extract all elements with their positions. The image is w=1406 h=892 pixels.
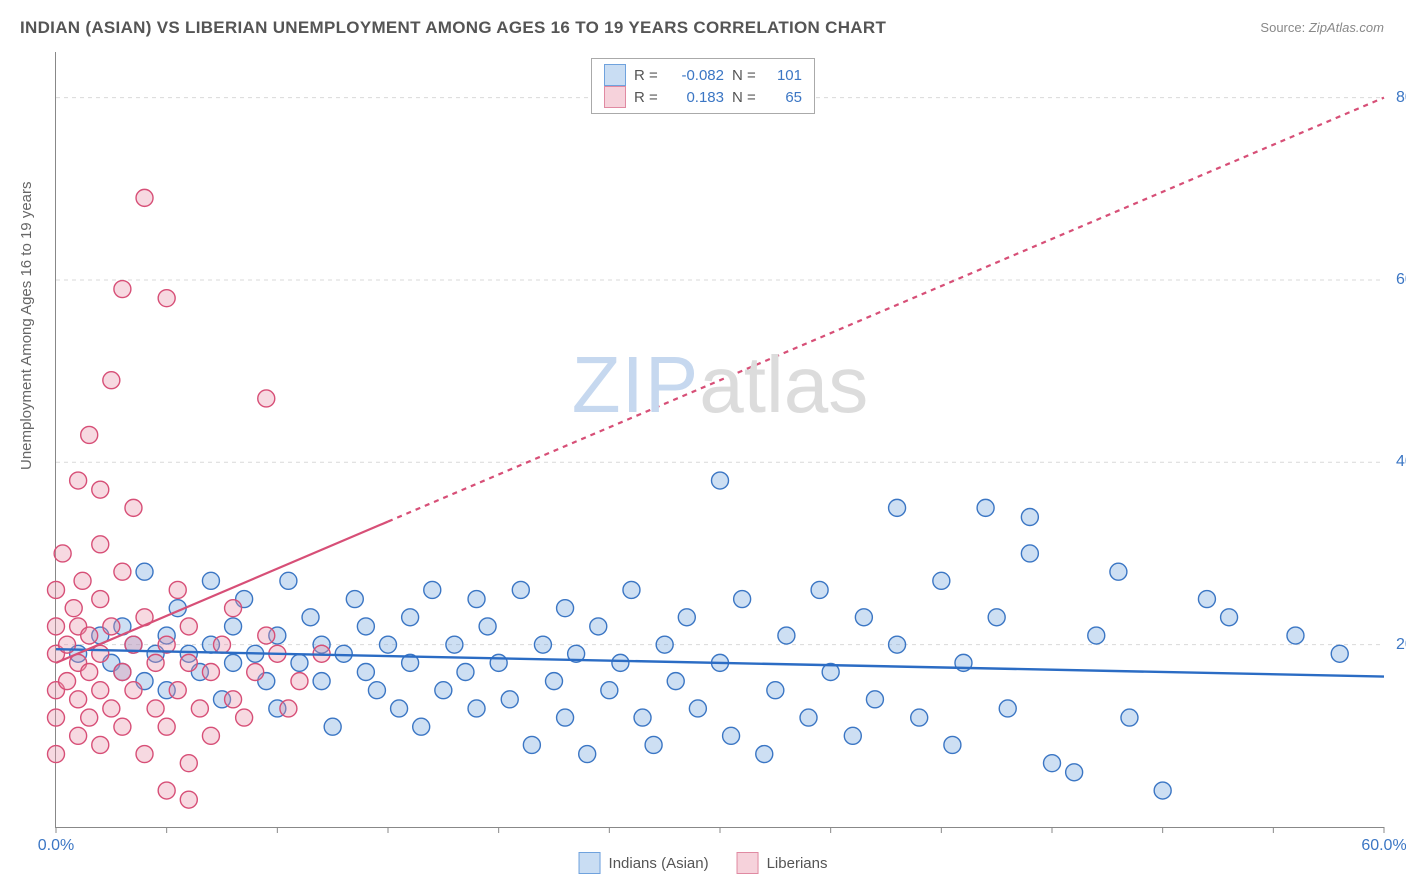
series-legend-item: Indians (Asian) xyxy=(579,852,709,874)
correlation-legend-row: R = -0.082 N = 101 xyxy=(604,64,802,86)
y-axis-label: Unemployment Among Ages 16 to 19 years xyxy=(18,181,35,470)
legend-n-label: N = xyxy=(732,65,758,86)
y-tick-label: 40.0% xyxy=(1388,453,1406,471)
plot-svg xyxy=(56,52,1384,827)
legend-r-value: -0.082 xyxy=(668,65,724,86)
legend-swatch-pink xyxy=(737,852,759,874)
legend-r-label: R = xyxy=(634,65,660,86)
plot-area: ZIPatlas 20.0%40.0%60.0%80.0%0.0%60.0% xyxy=(55,52,1384,828)
y-tick-label: 20.0% xyxy=(1388,636,1406,654)
series-legend: Indians (Asian) Liberians xyxy=(579,852,828,874)
source-label: Source: xyxy=(1260,20,1305,35)
chart-title: INDIAN (ASIAN) VS LIBERIAN UNEMPLOYMENT … xyxy=(20,18,886,38)
series-legend-item: Liberians xyxy=(737,852,828,874)
legend-n-label: N = xyxy=(732,87,758,108)
y-tick-label: 80.0% xyxy=(1388,89,1406,107)
x-tick-label: 60.0% xyxy=(1361,829,1406,855)
series-legend-label: Liberians xyxy=(767,855,828,872)
legend-swatch-blue xyxy=(604,64,626,86)
correlation-legend-row: R = 0.183 N = 65 xyxy=(604,86,802,108)
source-value: ZipAtlas.com xyxy=(1309,20,1384,35)
correlation-chart: INDIAN (ASIAN) VS LIBERIAN UNEMPLOYMENT … xyxy=(0,0,1406,892)
source-attribution: Source: ZipAtlas.com xyxy=(1260,20,1384,35)
x-tick-label: 0.0% xyxy=(38,829,74,855)
y-tick-label: 60.0% xyxy=(1388,271,1406,289)
legend-swatch-blue xyxy=(579,852,601,874)
correlation-legend: R = -0.082 N = 101 R = 0.183 N = 65 xyxy=(591,58,815,114)
series-legend-label: Indians (Asian) xyxy=(609,855,709,872)
legend-r-value: 0.183 xyxy=(668,87,724,108)
legend-r-label: R = xyxy=(634,87,660,108)
legend-n-value: 65 xyxy=(766,87,802,108)
legend-swatch-pink xyxy=(604,86,626,108)
legend-n-value: 101 xyxy=(766,65,802,86)
